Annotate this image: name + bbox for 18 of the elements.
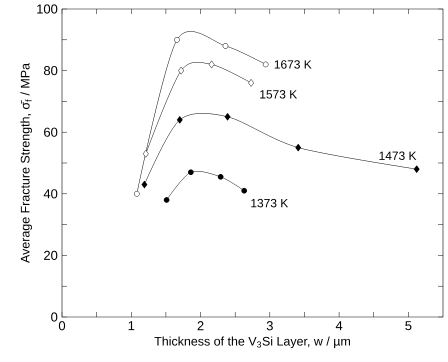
x-tick-label: 0	[58, 321, 66, 330]
x-tick-label: 1	[128, 321, 134, 330]
y-tick-label: 20	[44, 250, 58, 260]
y-tick-label: 80	[44, 66, 58, 76]
y-tick-label: 0	[51, 312, 58, 322]
series-label: 1373 K	[251, 198, 288, 208]
x-axis-title: Thickness of the V$_{3}$Si Layer, w / µm	[154, 336, 350, 348]
x-tick-label: 3	[266, 321, 273, 330]
x-tick-label: 4	[336, 321, 342, 330]
y-tick-label: 40	[44, 189, 58, 198]
y-tick-label: 100	[37, 4, 58, 14]
legend-label: 1473 K	[380, 152, 416, 160]
series-label: 1673 K	[274, 60, 312, 69]
y-tick-label: 60	[44, 128, 58, 137]
y-axis-title: Average Fracture Strength, σ̄$_{f}$ / MPa	[20, 62, 32, 263]
x-tick-label: 2	[198, 321, 204, 330]
x-tick-label: 5	[405, 321, 412, 330]
series-label: 1573 K	[260, 90, 298, 99]
